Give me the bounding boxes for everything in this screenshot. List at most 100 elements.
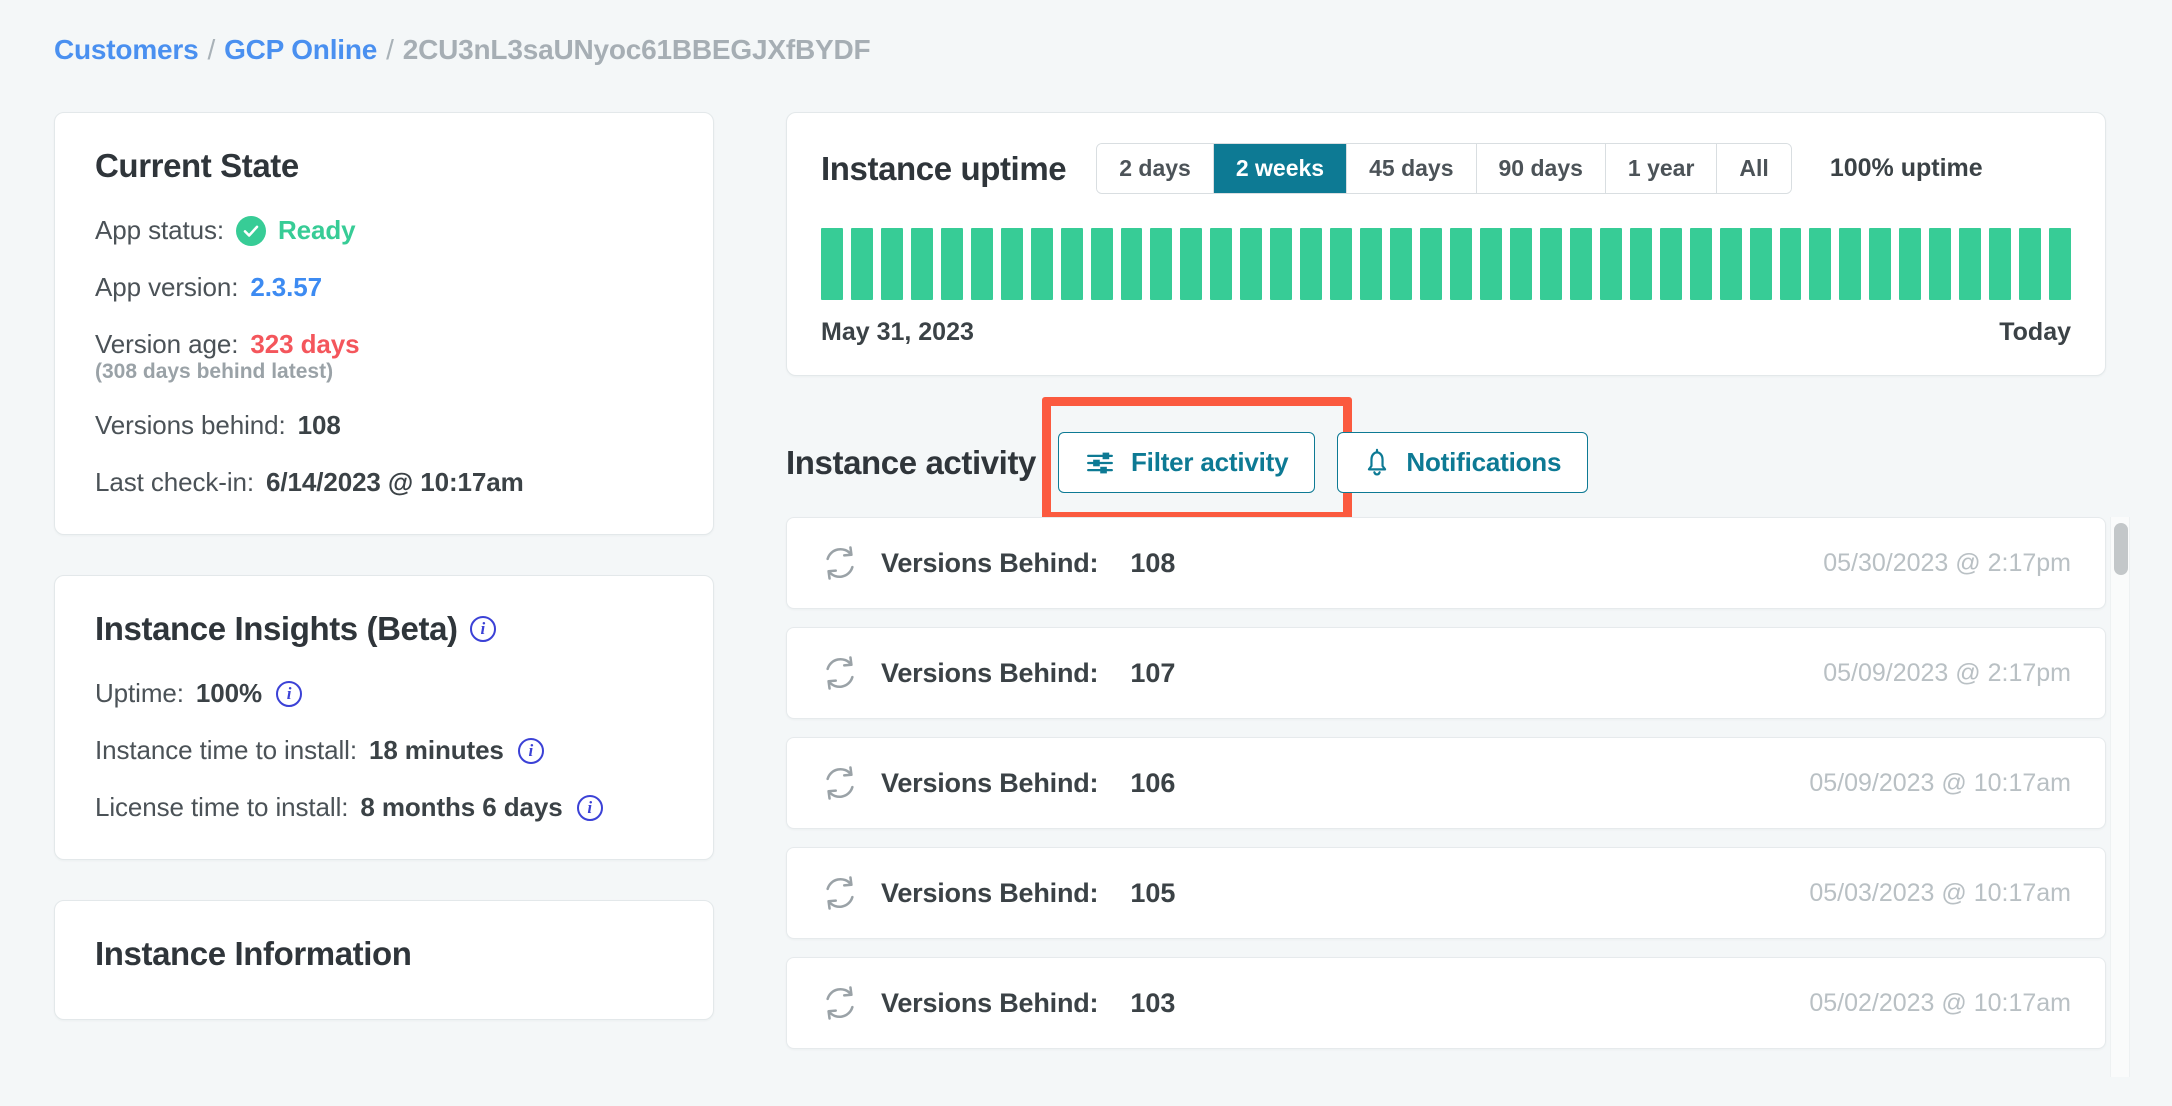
check-circle-icon xyxy=(235,215,266,246)
uptime-bar[interactable] xyxy=(1420,228,1443,300)
filter-icon xyxy=(1085,450,1115,476)
uptime-bar[interactable] xyxy=(1180,228,1203,300)
activity-row-value: 105 xyxy=(1130,877,1176,908)
range-45-days[interactable]: 45 days xyxy=(1347,144,1477,193)
activity-row-timestamp: 05/30/2023 @ 2:17pm xyxy=(1823,548,2071,577)
uptime-bar[interactable] xyxy=(1120,228,1143,300)
uptime-bar[interactable] xyxy=(1659,228,1682,300)
instance-uptime-panel: Instance uptime 2 days 2 weeks 45 days 9… xyxy=(786,112,2106,376)
uptime-range-selector[interactable]: 2 days 2 weeks 45 days 90 days 1 year Al… xyxy=(1096,143,1792,194)
uptime-bar[interactable] xyxy=(910,228,933,300)
uptime-bar[interactable] xyxy=(970,228,993,300)
uptime-bar[interactable] xyxy=(2049,228,2072,300)
uptime-bar[interactable] xyxy=(850,228,873,300)
uptime-bar[interactable] xyxy=(1270,228,1293,300)
range-2-days[interactable]: 2 days xyxy=(1097,144,1214,193)
uptime-bar[interactable] xyxy=(1090,228,1113,300)
uptime-bar[interactable] xyxy=(821,228,843,300)
bell-icon xyxy=(1364,448,1390,478)
uptime-bar[interactable] xyxy=(1000,228,1023,300)
uptime-bar[interactable] xyxy=(1779,228,1802,300)
uptime-bar[interactable] xyxy=(1150,228,1173,300)
uptime-bar[interactable] xyxy=(1749,228,1772,300)
activity-row[interactable]: Versions Behind: 108 05/30/2023 @ 2:17pm xyxy=(786,517,2106,609)
uptime-bar[interactable] xyxy=(1300,228,1323,300)
activity-row[interactable]: Versions Behind: 105 05/03/2023 @ 10:17am xyxy=(786,847,2106,939)
current-state-card: Current State App status: Ready App vers… xyxy=(54,112,714,535)
activity-row-value: 106 xyxy=(1130,767,1176,798)
uptime-bar[interactable] xyxy=(1210,228,1233,300)
uptime-bar[interactable] xyxy=(1390,228,1413,300)
instance-insights-title-text: Instance Insights (Beta) xyxy=(95,610,458,647)
uptime-bar[interactable] xyxy=(1569,228,1592,300)
activity-row-timestamp: 05/02/2023 @ 10:17am xyxy=(1809,988,2071,1017)
uptime-bar[interactable] xyxy=(880,228,903,300)
uptime-axis-labels: May 31, 2023 Today xyxy=(821,318,2071,347)
uptime-bar[interactable] xyxy=(1719,228,1742,300)
app-status-row: App status: Ready xyxy=(95,215,673,246)
version-age-label: Version age: xyxy=(95,329,239,359)
uptime-bar[interactable] xyxy=(1809,228,1832,300)
uptime-bar[interactable] xyxy=(2019,228,2042,300)
uptime-bar[interactable] xyxy=(1450,228,1472,300)
activity-row[interactable]: Versions Behind: 103 05/02/2023 @ 10:17am xyxy=(786,957,2106,1049)
uptime-bar[interactable] xyxy=(1929,228,1952,300)
last-checkin-value: 6/14/2023 @ 10:17am xyxy=(266,467,524,497)
breadcrumb-separator-1: / xyxy=(207,34,216,65)
activity-row-main: Versions Behind: 103 xyxy=(821,984,1809,1022)
info-icon-instance-time[interactable]: i xyxy=(517,737,544,764)
uptime-end-date: Today xyxy=(1999,318,2071,346)
uptime-bar[interactable] xyxy=(1599,228,1622,300)
versions-behind-row: Versions behind: 108 xyxy=(95,410,673,441)
uptime-bar[interactable] xyxy=(1989,228,2012,300)
version-age-note: (308 days behind latest) xyxy=(95,360,334,383)
activity-scrollbar-track[interactable] xyxy=(2110,517,2130,1077)
uptime-header: Instance uptime 2 days 2 weeks 45 days 9… xyxy=(821,143,2071,194)
uptime-bar[interactable] xyxy=(1839,228,1862,300)
breadcrumb-link-gcp-online[interactable]: GCP Online xyxy=(224,34,378,65)
uptime-bar[interactable] xyxy=(1689,228,1712,300)
activity-row-label: Versions Behind: xyxy=(881,767,1099,798)
uptime-bar[interactable] xyxy=(1330,228,1353,300)
uptime-bar[interactable] xyxy=(1539,228,1562,300)
breadcrumb: Customers / GCP Online / 2CU3nL3saUNyoc6… xyxy=(54,34,871,66)
filter-activity-button[interactable]: Filter activity xyxy=(1057,432,1316,493)
breadcrumb-link-customers[interactable]: Customers xyxy=(54,34,199,65)
activity-row[interactable]: Versions Behind: 107 05/09/2023 @ 2:17pm xyxy=(786,627,2106,719)
uptime-bar[interactable] xyxy=(940,228,963,300)
activity-row-main: Versions Behind: 105 xyxy=(821,874,1809,912)
instance-insights-title: Instance Insights (Beta) i xyxy=(95,610,673,648)
info-icon[interactable]: i xyxy=(469,616,496,642)
app-version-row: App version: 2.3.57 xyxy=(95,272,673,303)
uptime-bar[interactable] xyxy=(1030,228,1053,300)
license-time-to-install-row: License time to install: 8 months 6 days… xyxy=(95,792,673,823)
notifications-button[interactable]: Notifications xyxy=(1337,432,1589,493)
range-1-year[interactable]: 1 year xyxy=(1605,144,1718,193)
range-90-days[interactable]: 90 days xyxy=(1476,144,1606,193)
activity-row-main: Versions Behind: 107 xyxy=(821,654,1823,692)
uptime-bar[interactable] xyxy=(1240,228,1263,300)
uptime-bar[interactable] xyxy=(1899,228,1922,300)
instance-time-to-install-label: Instance time to install: xyxy=(95,735,357,765)
breadcrumb-separator-2: / xyxy=(386,34,394,65)
uptime-bar[interactable] xyxy=(1509,228,1532,300)
activity-scrollbar-thumb[interactable] xyxy=(2114,523,2128,575)
activity-row[interactable]: Versions Behind: 106 05/09/2023 @ 10:17am xyxy=(786,737,2106,829)
breadcrumb-current-instance-id: 2CU3nL3saUNyoc61BBEGJXfBYDF xyxy=(402,34,871,65)
uptime-bar[interactable] xyxy=(1360,228,1383,300)
left-column: Current State App status: Ready App vers… xyxy=(54,112,714,1020)
info-icon-license-time[interactable]: i xyxy=(576,794,603,821)
uptime-bar[interactable] xyxy=(1959,228,1982,300)
uptime-bar[interactable] xyxy=(1479,228,1502,300)
current-state-title: Current State xyxy=(95,147,299,184)
range-2-weeks[interactable]: 2 weeks xyxy=(1213,144,1348,193)
range-all[interactable]: All xyxy=(1717,144,1791,193)
uptime-start-date: May 31, 2023 xyxy=(821,318,974,346)
uptime-bar[interactable] xyxy=(1869,228,1892,300)
info-icon-uptime[interactable]: i xyxy=(276,680,302,707)
last-checkin-row: Last check-in: 6/14/2023 @ 10:17am xyxy=(95,467,673,498)
uptime-bar[interactable] xyxy=(1629,228,1652,300)
uptime-bar[interactable] xyxy=(1060,228,1083,300)
app-version-value[interactable]: 2.3.57 xyxy=(250,272,323,302)
